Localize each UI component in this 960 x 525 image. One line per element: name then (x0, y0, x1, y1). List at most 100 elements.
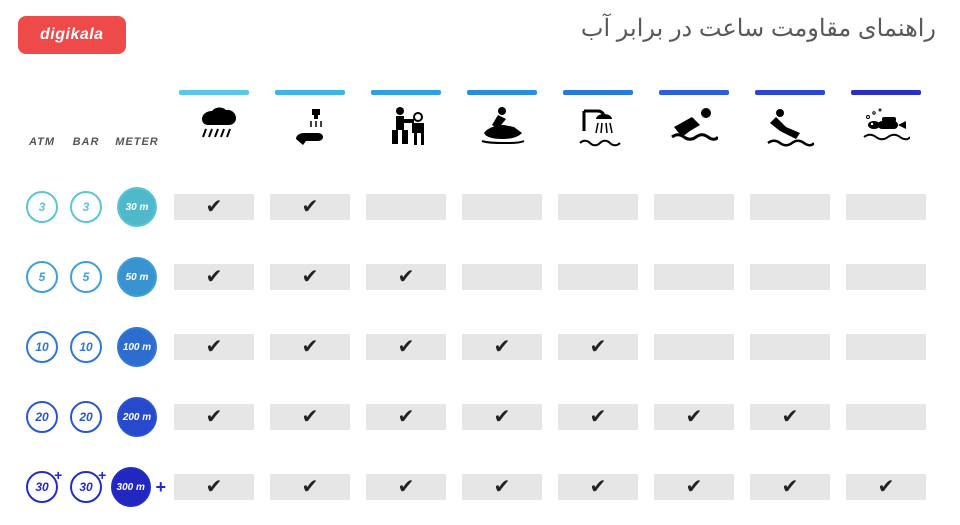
table-cell: ✔ (358, 312, 454, 382)
atm-badge: 3 (20, 172, 64, 242)
header-meter: METER (108, 90, 166, 148)
table-cell: ✔ (166, 312, 262, 382)
check-icon: ✔ (782, 407, 799, 427)
bar-badge: 5 (64, 242, 108, 312)
check-icon: ✔ (302, 477, 319, 497)
table-cell: ✔ (262, 242, 358, 312)
bar-badge: 10 (64, 312, 108, 382)
table-cell (646, 172, 742, 242)
table-cell (454, 172, 550, 242)
header-bar: BAR (64, 90, 108, 148)
table-cell: ✔ (646, 382, 742, 452)
check-icon: ✔ (398, 337, 415, 357)
table-cell: ✔ (358, 382, 454, 452)
table-cell: ✔ (742, 452, 838, 522)
activity-bar (755, 90, 825, 95)
bar-badge: 20 (64, 382, 108, 452)
activity-header-hand-wash (262, 90, 358, 172)
rain-icon (190, 103, 238, 151)
check-icon: ✔ (206, 477, 223, 497)
table-cell: ✔ (550, 452, 646, 522)
meter-badge: 100 m (108, 312, 166, 382)
table-cell (358, 172, 454, 242)
activity-bar (275, 90, 345, 95)
check-icon: ✔ (206, 197, 223, 217)
meter-badge: 30 m (108, 172, 166, 242)
atm-badge: 20 (20, 382, 64, 452)
bar-badge: 3 (64, 172, 108, 242)
check-icon: ✔ (398, 267, 415, 287)
activity-bar (563, 90, 633, 95)
table-cell: ✔ (550, 312, 646, 382)
table-cell: ✔ (262, 452, 358, 522)
activity-header-work (358, 90, 454, 172)
check-icon: ✔ (590, 477, 607, 497)
check-icon: ✔ (302, 197, 319, 217)
table-cell: ✔ (262, 382, 358, 452)
activity-header-jetski (454, 90, 550, 172)
table-cell: ✔ (454, 452, 550, 522)
table-cell: ✔ (166, 382, 262, 452)
shower-icon (574, 103, 622, 151)
check-icon: ✔ (494, 407, 511, 427)
table-cell: ✔ (454, 382, 550, 452)
water-resistance-table: ATMBARMETER3330 m✔✔5550 m✔✔✔1010100 m✔✔✔… (20, 90, 940, 522)
table-cell: ✔ (358, 452, 454, 522)
check-icon: ✔ (494, 337, 511, 357)
table-cell (742, 172, 838, 242)
bar-badge: 30+ (64, 452, 108, 522)
table-cell: ✔ (166, 172, 262, 242)
table-cell (454, 242, 550, 312)
table-cell: ✔ (838, 452, 934, 522)
table-cell (838, 172, 934, 242)
check-icon: ✔ (206, 267, 223, 287)
check-icon: ✔ (878, 477, 895, 497)
activity-header-dive (742, 90, 838, 172)
brand-logo: digikala (18, 16, 126, 54)
check-icon: ✔ (206, 407, 223, 427)
check-icon: ✔ (398, 407, 415, 427)
swim-icon (670, 103, 718, 151)
activity-bar (179, 90, 249, 95)
check-icon: ✔ (782, 477, 799, 497)
check-icon: ✔ (590, 337, 607, 357)
table-cell: ✔ (166, 452, 262, 522)
activity-header-rain (166, 90, 262, 172)
check-icon: ✔ (302, 267, 319, 287)
header-atm: ATM (20, 90, 64, 148)
jetski-icon (478, 103, 526, 151)
check-icon: ✔ (206, 337, 223, 357)
activity-bar (371, 90, 441, 95)
activity-header-swim (646, 90, 742, 172)
check-icon: ✔ (686, 477, 703, 497)
table-cell: ✔ (550, 382, 646, 452)
table-cell: ✔ (646, 452, 742, 522)
check-icon: ✔ (686, 407, 703, 427)
meter-badge: 50 m (108, 242, 166, 312)
table-cell (838, 382, 934, 452)
page-title: راهنمای مقاومت ساعت در برابر آب (581, 14, 936, 43)
table-cell (646, 242, 742, 312)
activity-bar (659, 90, 729, 95)
check-icon: ✔ (590, 407, 607, 427)
scuba-icon (862, 103, 910, 151)
dive-icon (766, 103, 814, 151)
activity-bar (851, 90, 921, 95)
activity-header-scuba (838, 90, 934, 172)
meter-badge: 300 m+ (108, 452, 166, 522)
table-cell (742, 312, 838, 382)
table-cell: ✔ (358, 242, 454, 312)
work-icon (382, 103, 430, 151)
table-cell (838, 242, 934, 312)
table-cell: ✔ (454, 312, 550, 382)
hand-wash-icon (286, 103, 334, 151)
meter-badge: 200 m (108, 382, 166, 452)
atm-badge: 5 (20, 242, 64, 312)
table-cell (742, 242, 838, 312)
table-cell (646, 312, 742, 382)
table-cell (838, 312, 934, 382)
atm-badge: 30+ (20, 452, 64, 522)
atm-badge: 10 (20, 312, 64, 382)
activity-bar (467, 90, 537, 95)
check-icon: ✔ (302, 337, 319, 357)
